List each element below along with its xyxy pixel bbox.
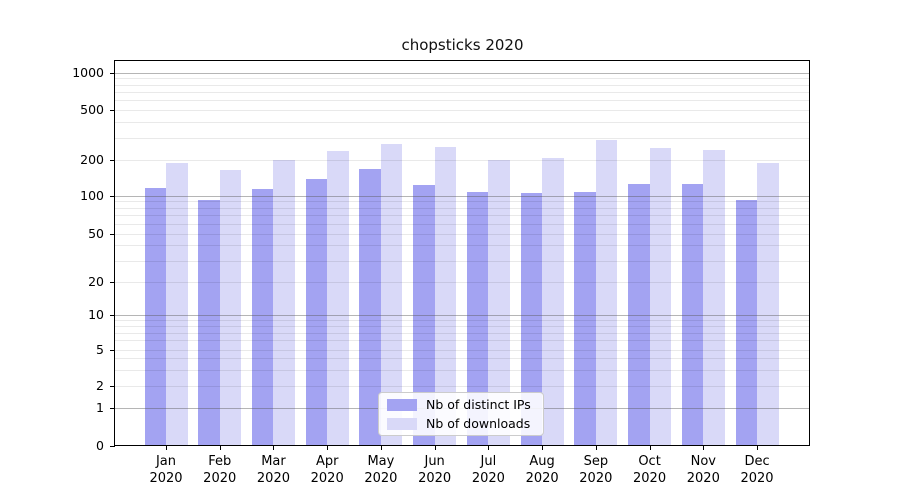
legend-swatch-distinct-ips <box>387 398 417 411</box>
x-tick <box>703 446 705 450</box>
x-tick <box>327 446 329 450</box>
x-tick <box>649 446 651 450</box>
x-tick-label-jan: Jan 2020 <box>149 454 183 486</box>
x-tick <box>757 446 759 450</box>
y-tick-label: 5 <box>96 341 104 357</box>
legend: Nb of distinct IPs Nb of downloads <box>378 392 544 436</box>
y-tick-label: 50 <box>88 225 104 241</box>
x-tick-label-jun: Jun 2020 <box>418 454 452 486</box>
x-tick-label-nov: Nov 2020 <box>686 454 720 486</box>
y-tick-label: 1000 <box>72 64 104 80</box>
x-tick <box>488 446 490 450</box>
chart-title: chopsticks 2020 <box>401 36 524 54</box>
legend-swatch-downloads <box>387 417 417 430</box>
legend-row-downloads: Nb of downloads <box>387 416 535 431</box>
y-tick-label: 0 <box>96 438 104 453</box>
x-tick <box>595 446 597 450</box>
x-tick <box>219 446 221 450</box>
x-tick-label-dec: Dec 2020 <box>740 454 774 486</box>
x-tick-label-sep: Sep 2020 <box>579 454 613 486</box>
x-tick-label-aug: Aug 2020 <box>525 454 559 486</box>
y-tick <box>110 446 115 447</box>
x-tick-label-oct: Oct 2020 <box>633 454 667 486</box>
x-tick-label-mar: Mar 2020 <box>256 454 290 486</box>
x-tick-label-jul: Jul 2020 <box>471 454 505 486</box>
y-tick-label: 2 <box>96 378 104 393</box>
y-tick-label: 500 <box>80 102 104 117</box>
x-tick-label-may: May 2020 <box>364 454 398 486</box>
legend-row-distinct-ips: Nb of distinct IPs <box>387 397 535 412</box>
legend-label-distinct-ips: Nb of distinct IPs <box>426 397 531 412</box>
x-tick <box>542 446 544 450</box>
legend-label-downloads: Nb of downloads <box>426 416 531 431</box>
x-tick-label-feb: Feb 2020 <box>203 454 237 486</box>
x-tick <box>380 446 382 450</box>
x-tick <box>166 446 167 450</box>
y-tick-label: 200 <box>80 151 104 167</box>
y-tick-label: 100 <box>80 187 104 203</box>
x-tick-label-apr: Apr 2020 <box>310 454 344 486</box>
y-tick-label: 10 <box>88 307 104 322</box>
y-tick-label: 20 <box>88 274 104 289</box>
x-tick <box>273 446 275 450</box>
x-tick <box>434 446 436 450</box>
plot-area <box>114 60 810 446</box>
y-tick-label: 1 <box>96 400 104 415</box>
